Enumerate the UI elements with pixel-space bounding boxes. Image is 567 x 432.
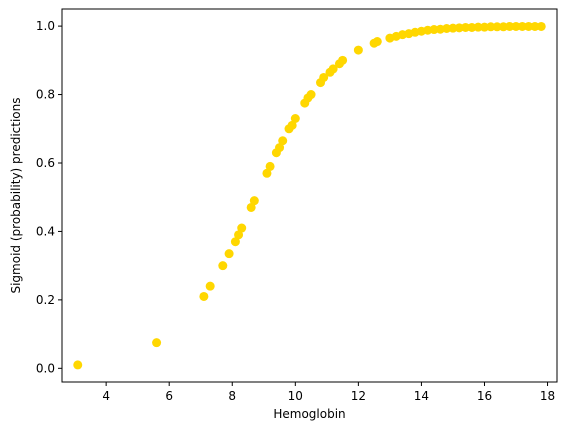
data-point xyxy=(290,114,300,124)
x-tick-label: 18 xyxy=(540,389,555,403)
data-point xyxy=(249,196,259,206)
data-point xyxy=(218,261,228,271)
data-point xyxy=(353,45,363,55)
y-tick-label: 0.6 xyxy=(36,156,55,170)
data-point xyxy=(486,22,496,32)
x-tick-label: 10 xyxy=(288,389,303,403)
data-point xyxy=(246,202,256,212)
data-points xyxy=(73,21,546,370)
data-point xyxy=(492,22,502,32)
y-tick-label: 0.4 xyxy=(36,224,55,238)
data-point xyxy=(530,21,540,31)
y-tick-label: 0.8 xyxy=(36,88,55,102)
y-axis-label: Sigmoid (probability) predictions xyxy=(9,97,23,293)
data-point xyxy=(524,21,534,31)
x-tick-label: 12 xyxy=(351,389,366,403)
data-point xyxy=(230,237,240,247)
y-tick-label: 0.2 xyxy=(36,293,55,307)
data-point xyxy=(536,21,546,31)
data-point xyxy=(73,360,83,370)
y-tick-label: 0.0 xyxy=(36,361,55,375)
data-point xyxy=(287,120,297,130)
y-tick-label: 1.0 xyxy=(36,19,55,33)
data-point xyxy=(278,136,288,146)
data-point xyxy=(224,249,234,259)
data-point xyxy=(338,55,348,65)
x-tick-label: 6 xyxy=(165,389,173,403)
data-point xyxy=(234,230,244,240)
data-point xyxy=(372,37,382,47)
data-point xyxy=(152,338,162,348)
data-point xyxy=(328,64,338,74)
data-point xyxy=(306,90,316,100)
data-point xyxy=(505,21,515,31)
data-point xyxy=(473,22,483,32)
data-point xyxy=(237,223,247,233)
data-point xyxy=(275,143,285,153)
x-tick-label: 14 xyxy=(414,389,429,403)
data-point xyxy=(517,21,527,31)
data-point xyxy=(511,21,521,31)
data-point xyxy=(262,168,272,178)
x-tick-label: 16 xyxy=(477,389,492,403)
x-tick-label: 8 xyxy=(228,389,236,403)
data-point xyxy=(265,161,275,171)
x-tick-label: 4 xyxy=(102,389,110,403)
data-point xyxy=(461,22,471,32)
data-point xyxy=(205,281,215,291)
data-point xyxy=(319,72,329,82)
data-point xyxy=(199,291,209,301)
plot-frame xyxy=(61,8,558,383)
axis-ticks: 4 6 8 10 12 14 16 18 0.0 0.2 0.4 0.6 0.8 1.0 xyxy=(36,19,555,403)
x-axis-label: Hemoglobin xyxy=(273,407,345,421)
